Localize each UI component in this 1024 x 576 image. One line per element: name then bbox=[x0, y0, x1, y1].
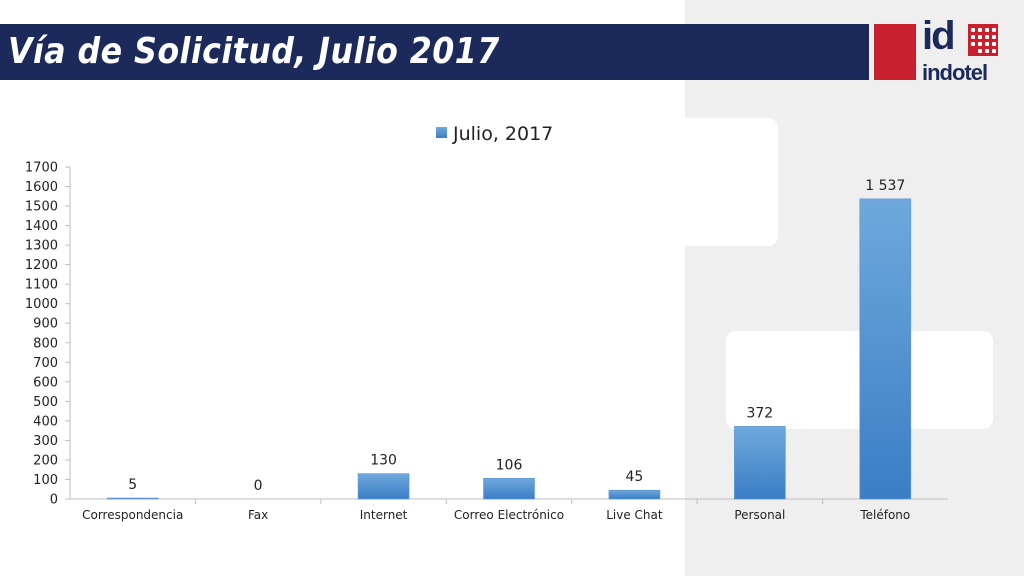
brand-accent-block bbox=[874, 24, 916, 80]
y-tick-label: 300 bbox=[33, 434, 58, 449]
x-tick-label: Correo Electrónico bbox=[454, 508, 564, 522]
y-tick-label: 100 bbox=[33, 473, 58, 488]
bar bbox=[734, 426, 786, 500]
y-tick-label: 400 bbox=[33, 414, 58, 429]
data-label: 45 bbox=[626, 469, 644, 485]
y-tick-label: 800 bbox=[33, 336, 58, 351]
y-tick-label: 1400 bbox=[25, 219, 58, 234]
bar bbox=[106, 497, 159, 500]
y-tick-label: 1300 bbox=[25, 239, 58, 254]
data-label: 106 bbox=[496, 457, 523, 473]
y-tick-label: 1100 bbox=[25, 278, 58, 293]
bar bbox=[483, 477, 535, 500]
data-label: 372 bbox=[746, 405, 773, 421]
y-axis-ticks: 0 100 200 300 400 500 600 700 800 900 1000 1100 1200… bbox=[25, 161, 70, 508]
data-label: 0 bbox=[254, 478, 263, 494]
data-label: 5 bbox=[128, 477, 137, 493]
y-tick-label: 700 bbox=[33, 356, 58, 371]
x-tick-label: Live Chat bbox=[606, 508, 663, 522]
page-title: Vía de Solicitud, Julio 2017 bbox=[8, 31, 500, 72]
data-label: 1 537 bbox=[865, 178, 905, 194]
y-tick-label: 1000 bbox=[25, 297, 58, 312]
y-tick-label: 1700 bbox=[25, 161, 58, 176]
y-tick-label: 1200 bbox=[25, 258, 58, 273]
y-tick-label: 0 bbox=[50, 493, 58, 508]
background-cutout-top bbox=[652, 118, 778, 246]
y-tick-label: 1600 bbox=[25, 180, 58, 195]
logo-grid-icon bbox=[968, 24, 998, 56]
y-tick-label: 600 bbox=[33, 375, 58, 390]
logo-wordmark: indotel bbox=[922, 60, 988, 85]
chart-legend: Julio, 2017 bbox=[436, 123, 553, 145]
x-tick-label: Internet bbox=[360, 508, 408, 522]
x-tick-label: Teléfono bbox=[859, 508, 910, 522]
y-tick-label: 500 bbox=[33, 395, 58, 410]
y-tick-label: 200 bbox=[33, 453, 58, 468]
bar bbox=[357, 473, 410, 500]
bar bbox=[859, 198, 912, 500]
indotel-logo: id indotel bbox=[920, 14, 1004, 85]
data-labels: 5 0 130 106 45 372 1 537 bbox=[128, 178, 905, 494]
chart-bars bbox=[106, 198, 912, 500]
y-tick-label: 1500 bbox=[25, 200, 58, 215]
x-axis-labels: Correspondencia Fax Internet Correo Electró… bbox=[82, 499, 910, 522]
data-label: 130 bbox=[370, 453, 397, 469]
legend-label: Julio, 2017 bbox=[452, 123, 553, 145]
y-tick-label: 900 bbox=[33, 317, 58, 332]
x-tick-label: Correspondencia bbox=[82, 508, 183, 522]
title-bar bbox=[0, 24, 869, 80]
bar bbox=[608, 489, 661, 500]
x-tick-label: Personal bbox=[734, 508, 785, 522]
legend-swatch bbox=[436, 127, 447, 138]
x-tick-label: Fax bbox=[248, 508, 268, 522]
logo-mark: id bbox=[922, 14, 956, 58]
